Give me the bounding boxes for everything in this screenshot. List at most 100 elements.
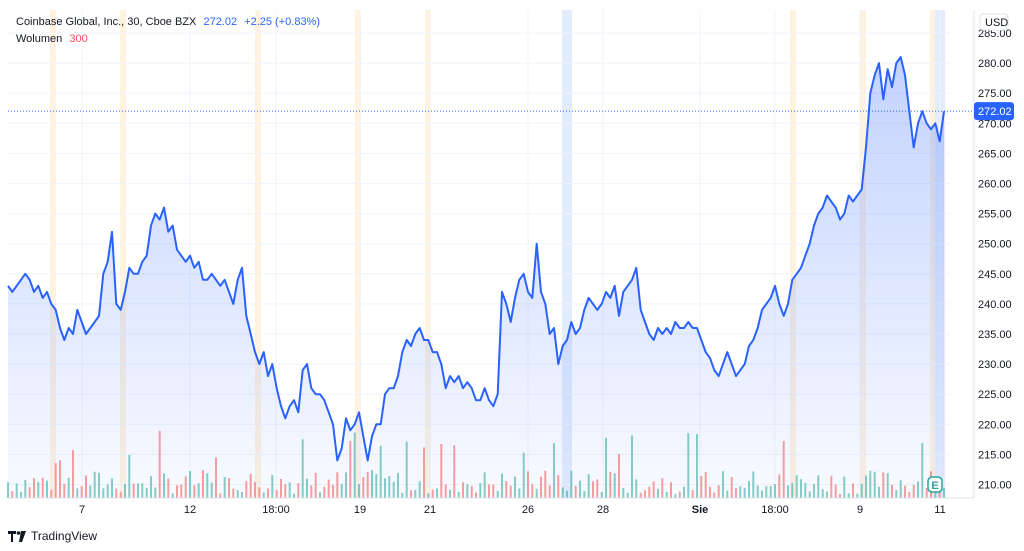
volume-label[interactable]: Wolumen: [16, 33, 63, 45]
volume-bar: [462, 482, 464, 498]
volume-bar: [518, 488, 521, 498]
volume-bar: [860, 483, 863, 498]
session-band-pre: [425, 10, 431, 498]
volume-bar: [405, 441, 408, 498]
volume-bar: [340, 483, 343, 498]
volume-bar: [743, 487, 746, 498]
volume-bar: [20, 492, 22, 498]
volume-bar: [150, 476, 152, 498]
last-price-badge-label: 272.02: [978, 106, 1012, 118]
volume-bar: [388, 476, 391, 498]
volume-bar: [670, 482, 672, 498]
x-tick-label: 21: [424, 504, 436, 516]
volume-bar: [748, 481, 750, 498]
volume-bar: [327, 479, 330, 498]
volume-bar: [232, 488, 235, 498]
volume-bar: [847, 493, 850, 498]
volume-bar: [193, 485, 196, 498]
volume-bar: [336, 472, 339, 498]
volume-bar: [345, 472, 347, 498]
volume-bar: [427, 493, 430, 498]
volume-bar: [180, 484, 183, 498]
volume-bar: [215, 457, 217, 498]
volume-bar: [553, 443, 555, 498]
volume-bar: [622, 488, 625, 498]
volume-bar: [587, 474, 590, 498]
volume-bar: [496, 490, 499, 498]
volume-bar: [583, 491, 586, 498]
volume-bar: [600, 491, 603, 498]
volume-bar: [72, 450, 74, 498]
volume-bar: [297, 483, 300, 498]
volume-bar: [119, 491, 122, 498]
volume-bar: [544, 470, 547, 498]
volume-bar: [639, 492, 642, 498]
volume-bar: [410, 490, 412, 498]
volume-bar: [102, 488, 105, 498]
volume-bar: [310, 485, 313, 498]
volume-bar: [730, 477, 733, 498]
volume-bar: [436, 488, 438, 498]
volume-bar: [124, 484, 126, 498]
volume-bar: [466, 484, 469, 498]
volume-bar: [106, 484, 109, 498]
volume-bar: [288, 482, 291, 498]
y-tick-label: 235.00: [978, 329, 1012, 341]
volume-bar: [323, 486, 326, 498]
volume-bar: [479, 483, 482, 498]
volume-bar: [197, 483, 200, 498]
volume-bar: [696, 434, 698, 498]
x-tick-label: 28: [597, 504, 609, 516]
volume-bar: [206, 473, 209, 498]
volume-bar: [865, 475, 867, 498]
volume-bar: [392, 481, 395, 498]
volume-bar: [626, 492, 629, 498]
volume-bar: [262, 492, 265, 498]
volume-bar: [375, 474, 378, 498]
price-line: [7, 56, 945, 462]
chart-legend: Coinbase Global, Inc., 30, Cboe BZX 272.…: [16, 14, 320, 48]
price-area: [8, 57, 944, 498]
volume-bar: [449, 489, 451, 498]
volume-bar: [319, 492, 321, 498]
volume-bar: [223, 477, 226, 498]
currency-box: [979, 13, 1009, 31]
volume-bar: [46, 480, 48, 498]
session-band-pre: [255, 10, 261, 498]
volume-bar: [579, 480, 581, 498]
volume-bar: [631, 435, 633, 498]
volume-bar: [912, 484, 915, 498]
volume-bar: [59, 460, 61, 498]
volume-bar: [67, 477, 70, 498]
volume-bar: [761, 490, 763, 498]
tradingview-branding[interactable]: TradingView: [8, 529, 97, 543]
session-band-pre: [790, 10, 796, 498]
volume-bar: [254, 482, 256, 498]
volume-bar: [830, 475, 833, 498]
volume-bar: [813, 483, 815, 498]
volume-bar: [852, 483, 854, 498]
symbol-title[interactable]: Coinbase Global, Inc., 30, Cboe BZX: [16, 16, 197, 28]
volume-bar: [908, 491, 911, 498]
volume-bar: [379, 445, 382, 498]
volume-bar: [834, 484, 837, 498]
price-change: +2.25 (+0.83%): [244, 16, 321, 28]
volume-bar: [384, 478, 386, 498]
y-tick-label: 240.00: [978, 299, 1012, 311]
volume-bar: [137, 483, 139, 498]
volume-bar: [921, 443, 924, 498]
volume-bar: [301, 439, 304, 498]
volume-bar: [210, 482, 213, 498]
y-tick-label: 215.00: [978, 449, 1012, 461]
volume-bar: [89, 485, 92, 498]
volume-bar: [739, 486, 742, 498]
y-tick-label: 225.00: [978, 389, 1012, 401]
volume-bar: [85, 475, 87, 498]
volume-bar: [245, 481, 248, 498]
x-tick-label: 12: [184, 504, 196, 516]
volume-bar: [184, 476, 187, 498]
volume-bar: [7, 482, 9, 498]
session-band-pre: [355, 10, 361, 498]
volume-bar: [791, 482, 794, 498]
